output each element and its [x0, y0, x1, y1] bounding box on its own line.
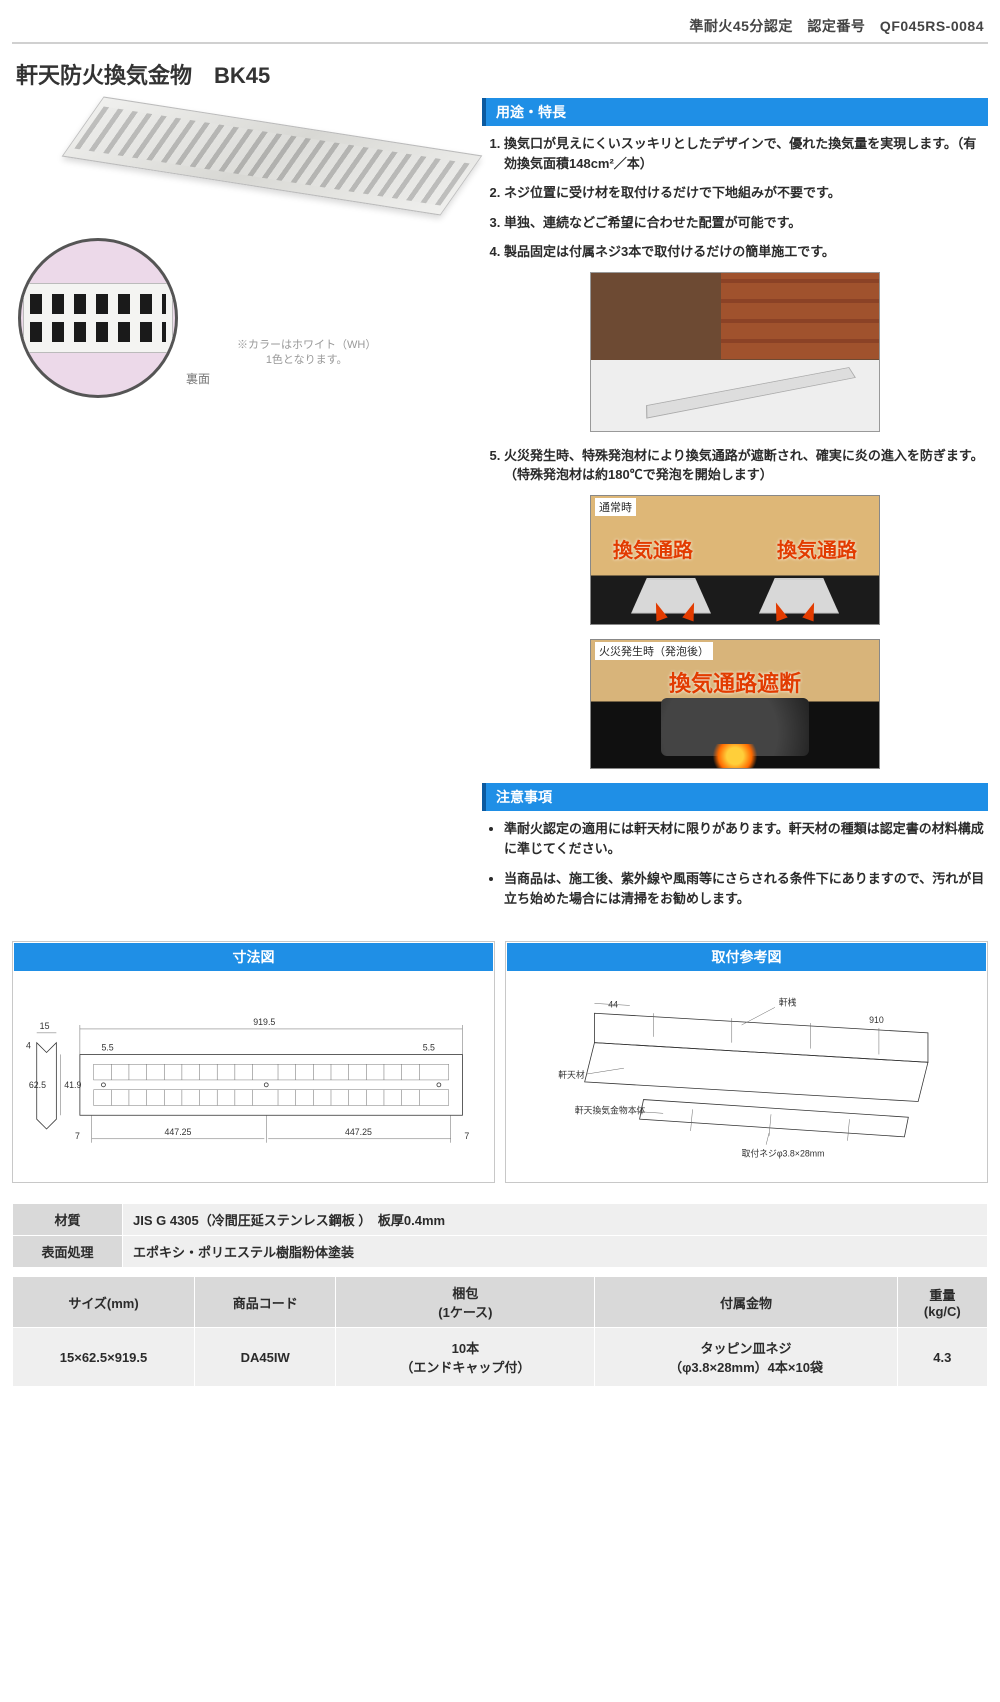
svg-text:5.5: 5.5: [101, 1043, 113, 1053]
svg-text:5.5: 5.5: [423, 1043, 435, 1053]
product-visual: 裏面 ※カラーはホワイト（WH） 1色となります。: [12, 98, 462, 919]
note-item: 準耐火認定の適用には軒天材に限りがあります。軒天材の種類は認定書の材料構成に準じ…: [504, 819, 988, 859]
section-photo-fire: 火災発生時（発泡後） 換気通路遮断: [590, 639, 880, 769]
spec-value: エポキシ・ポリエステル樹脂粉体塗装: [123, 1236, 988, 1268]
photo-label-fire: 火災発生時（発泡後）: [595, 642, 713, 660]
install-photo: [590, 272, 880, 432]
spec-label: 材質: [13, 1204, 123, 1236]
section-notes-heading: 注意事項: [482, 783, 988, 811]
dimension-diagram-panel: 寸法図: [12, 941, 495, 1183]
spec-table-size: サイズ(mm) 商品コード 梱包(1ケース) 付属金物 重量(kg/C) 15×…: [12, 1276, 988, 1387]
product-backside-inset: [18, 238, 178, 398]
svg-text:919.5: 919.5: [253, 1017, 275, 1027]
section-features-heading: 用途・特長: [482, 98, 988, 126]
feature-item: 製品固定は付属ネジ3本で取付けるだけの簡単施工です。: [504, 242, 988, 262]
features-list: 換気口が見えにくいスッキリとしたデザインで、優れた換気量を実現します。（有効換気…: [482, 134, 988, 262]
cell-size: 15×62.5×919.5: [13, 1328, 195, 1387]
svg-text:447.25: 447.25: [164, 1127, 191, 1137]
note-item: 当商品は、施工後、紫外線や風雨等にさらされる条件下にありますので、汚れが目立ち始…: [504, 869, 988, 909]
feature-item: 火災発生時、特殊発泡材により換気通路が遮断され、確実に炎の進入を防ぎます。 （特…: [504, 446, 988, 485]
svg-text:4: 4: [26, 1041, 31, 1051]
section-photo-normal: 通常時 換気通路 換気通路: [590, 495, 880, 625]
col-size: サイズ(mm): [13, 1277, 195, 1328]
features-list-2: 火災発生時、特殊発泡材により換気通路が遮断され、確実に炎の進入を防ぎます。 （特…: [482, 446, 988, 485]
product-rail-illustration: [62, 96, 483, 215]
feature-item: ネジ位置に受け材を取付けるだけで下地組みが不要です。: [504, 183, 988, 203]
svg-text:62.5: 62.5: [29, 1080, 46, 1090]
col-parts: 付属金物: [595, 1277, 897, 1328]
svg-text:軒天換気金物本体: 軒天換気金物本体: [575, 1104, 646, 1115]
dimension-heading: 寸法図: [13, 942, 494, 972]
duct-text-right: 換気通路: [777, 534, 857, 563]
svg-text:7: 7: [464, 1131, 469, 1141]
photo-label-normal: 通常時: [595, 498, 636, 516]
svg-text:447.25: 447.25: [345, 1127, 372, 1137]
svg-text:15: 15: [40, 1021, 50, 1031]
install-svg: 軒桟 軒天材 軒天換気金物本体 取付ネジφ3.8×28mm 910 44: [516, 982, 977, 1172]
cell-code: DA45IW: [195, 1328, 336, 1387]
svg-text:軒桟: 軒桟: [779, 996, 797, 1007]
page-title: 軒天防火換気金物 BK45: [16, 58, 988, 90]
duct-text-left: 換気通路: [613, 534, 693, 563]
cell-weight: 4.3: [897, 1328, 987, 1387]
duct-block-text: 換気通路遮断: [591, 666, 879, 698]
svg-text:910: 910: [869, 1015, 884, 1025]
col-weight: 重量(kg/C): [897, 1277, 987, 1328]
svg-text:41.9: 41.9: [64, 1080, 81, 1090]
spec-label: 表面処理: [13, 1236, 123, 1268]
spec-value: JIS G 4305（冷間圧延ステンレス鋼板 ） 板厚0.4mm: [123, 1204, 988, 1236]
install-diagram-panel: 取付参考図 軒桟: [505, 941, 988, 1183]
svg-text:7: 7: [75, 1131, 80, 1141]
svg-text:取付ネジφ3.8×28mm: 取付ネジφ3.8×28mm: [742, 1149, 825, 1159]
table-row: 表面処理 エポキシ・ポリエステル樹脂粉体塗装: [13, 1236, 988, 1268]
install-heading: 取付参考図: [506, 942, 987, 972]
table-row: 15×62.5×919.5 DA45IW 10本（エンドキャップ付） タッピン皿…: [13, 1328, 988, 1387]
col-pack: 梱包(1ケース): [336, 1277, 595, 1328]
feature-item: 換気口が見えにくいスッキリとしたデザインで、優れた換気量を実現します。（有効換気…: [504, 134, 988, 173]
table-header-row: サイズ(mm) 商品コード 梱包(1ケース) 付属金物 重量(kg/C): [13, 1277, 988, 1328]
certification-bar: 準耐火45分認定 認定番号 QF045RS-0084: [12, 10, 988, 44]
feature-item: 単独、連続などご希望に合わせた配置が可能です。: [504, 213, 988, 233]
cell-pack: 10本（エンドキャップ付）: [336, 1328, 595, 1387]
notes-list: 準耐火認定の適用には軒天材に限りがあります。軒天材の種類は認定書の材料構成に準じ…: [482, 819, 988, 910]
svg-text:軒天材: 軒天材: [558, 1069, 585, 1080]
color-note: ※カラーはホワイト（WH） 1色となります。: [237, 338, 376, 369]
cell-parts: タッピン皿ネジ（φ3.8×28mm）4本×10袋: [595, 1328, 897, 1387]
dimension-svg: 919.5 15 4 5.5 5.5 62.5 41.9: [23, 982, 484, 1172]
inset-label: 裏面: [186, 370, 210, 387]
table-row: 材質 JIS G 4305（冷間圧延ステンレス鋼板 ） 板厚0.4mm: [13, 1204, 988, 1236]
col-code: 商品コード: [195, 1277, 336, 1328]
spec-table-material: 材質 JIS G 4305（冷間圧延ステンレス鋼板 ） 板厚0.4mm 表面処理…: [12, 1203, 988, 1268]
